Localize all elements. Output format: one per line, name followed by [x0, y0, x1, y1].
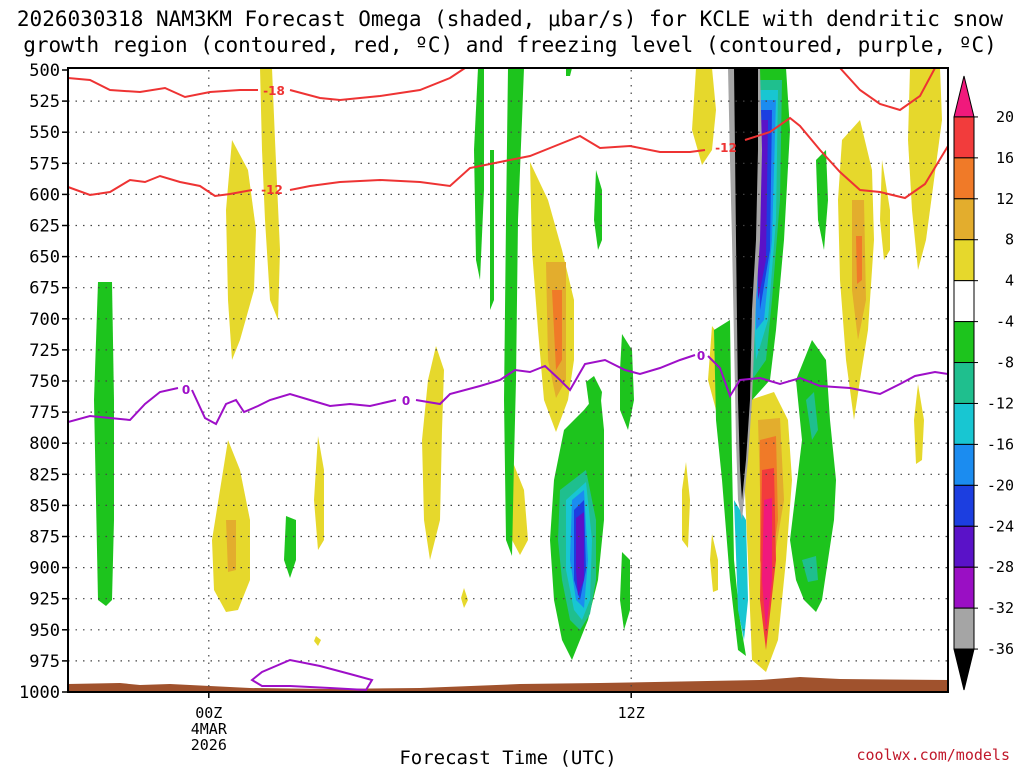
- x-axis-title: Forecast Time (UTC): [399, 747, 616, 768]
- y-tick-label: 750: [29, 372, 60, 392]
- y-tick-label: 1000: [19, 683, 60, 703]
- chart-title-line1: 2026030318 NAM3KM Forecast Omega (shaded…: [17, 7, 1004, 31]
- colorbar-label: -12: [987, 394, 1014, 412]
- colorbar-swatch: [953, 321, 975, 364]
- y-tick-label: 875: [29, 528, 60, 548]
- y-tick-label: 900: [29, 559, 60, 579]
- colorbar-label: -28: [987, 558, 1014, 576]
- y-tick-label: 975: [29, 652, 60, 672]
- plot-frame: [67, 67, 949, 693]
- y-tick-label: 650: [29, 248, 60, 268]
- y-tick-label: 550: [29, 123, 60, 143]
- grid-lines: [68, 70, 948, 692]
- colorbar-label: 16: [996, 149, 1014, 167]
- omega-shading: [94, 68, 942, 672]
- x-tick-label: 12Z: [618, 704, 645, 722]
- dgz-contour-minus18: [68, 68, 466, 102]
- colorbar-label: -4: [996, 313, 1014, 331]
- colorbar-label: -8: [996, 354, 1014, 372]
- colorbar-label: 8: [1005, 231, 1014, 249]
- colorbar-swatch: [953, 566, 975, 609]
- colorbar-swatch: [953, 607, 975, 650]
- freezing-label-3: 0: [697, 349, 705, 363]
- freezing-level-contour: [68, 354, 948, 426]
- x-tick-label: 4MAR: [191, 720, 228, 738]
- colorbar: 20 16 12 8 4 -4 -8 -12 -16 -20 -24 -28 -32 -36: [953, 75, 1014, 691]
- colorbar-swatch: [953, 75, 975, 118]
- colorbar-swatch: [953, 402, 975, 445]
- colorbar-label: 12: [996, 190, 1014, 208]
- colorbar-label: -36: [987, 640, 1014, 658]
- y-tick-label: 700: [29, 310, 60, 330]
- y-tick-label: 775: [29, 403, 60, 423]
- y-tick-label: 675: [29, 279, 60, 299]
- dgz-label-minus12-right: -12: [715, 141, 737, 155]
- y-tick-label: 950: [29, 621, 60, 641]
- colorbar-label: 20: [996, 108, 1014, 126]
- colorbar-label: -16: [987, 435, 1014, 453]
- y-tick-label: 500: [29, 61, 60, 81]
- colorbar-swatch: [953, 116, 975, 159]
- x-tick-label: 2026: [191, 736, 227, 754]
- freezing-label-2: 0: [402, 394, 410, 408]
- colorbar-label: -20: [987, 476, 1014, 494]
- colorbar-label: -32: [987, 599, 1014, 617]
- y-tick-label: 625: [29, 217, 60, 237]
- dgz-label-minus18: -18: [263, 84, 285, 98]
- colorbar-swatch: [953, 484, 975, 527]
- colorbar-label: 4: [1005, 272, 1014, 290]
- colorbar-swatch: [953, 362, 975, 404]
- dgz-contour-minus12-lower: [68, 116, 948, 200]
- y-tick-label: 575: [29, 154, 60, 174]
- freezing-label-1: 0: [182, 383, 190, 397]
- y-tick-label: 525: [29, 92, 60, 112]
- chart-title-line2: growth region (contoured, red, ºC) and f…: [23, 33, 997, 57]
- y-tick-label: 725: [29, 341, 60, 361]
- dgz-label-minus12-left: -12: [261, 183, 283, 197]
- x-axis: 00Z4MAR202612Z00Z5MAR12Z00Z6MAR: [191, 692, 645, 754]
- freezing-level-contours: [68, 354, 948, 692]
- freezing-level-surface-loop: [250, 658, 374, 692]
- colorbar-swatch: [953, 443, 975, 486]
- y-axis: 500 525 550 575 600 625 650 675 700 725 750 775 800 8…: [19, 61, 68, 703]
- colorbar-swatch: [953, 239, 975, 282]
- x-tick-label: 00Z: [195, 704, 222, 722]
- ground-terrain: [68, 677, 948, 692]
- colorbar-swatch: [953, 157, 975, 200]
- y-tick-label: 825: [29, 465, 60, 485]
- y-tick-label: 850: [29, 496, 60, 516]
- y-tick-label: 600: [29, 185, 60, 205]
- colorbar-swatch: [953, 648, 975, 691]
- colorbar-label: -24: [987, 517, 1014, 535]
- dgz-contours: [68, 68, 948, 200]
- y-tick-label: 800: [29, 434, 60, 454]
- dgz-contour-minus12-right-upper: [839, 68, 936, 112]
- credit-text: coolwx.com/models: [856, 746, 1010, 764]
- colorbar-swatch: [953, 280, 975, 323]
- y-tick-label: 925: [29, 590, 60, 610]
- colorbar-swatch: [953, 198, 975, 241]
- colorbar-swatch: [953, 525, 975, 568]
